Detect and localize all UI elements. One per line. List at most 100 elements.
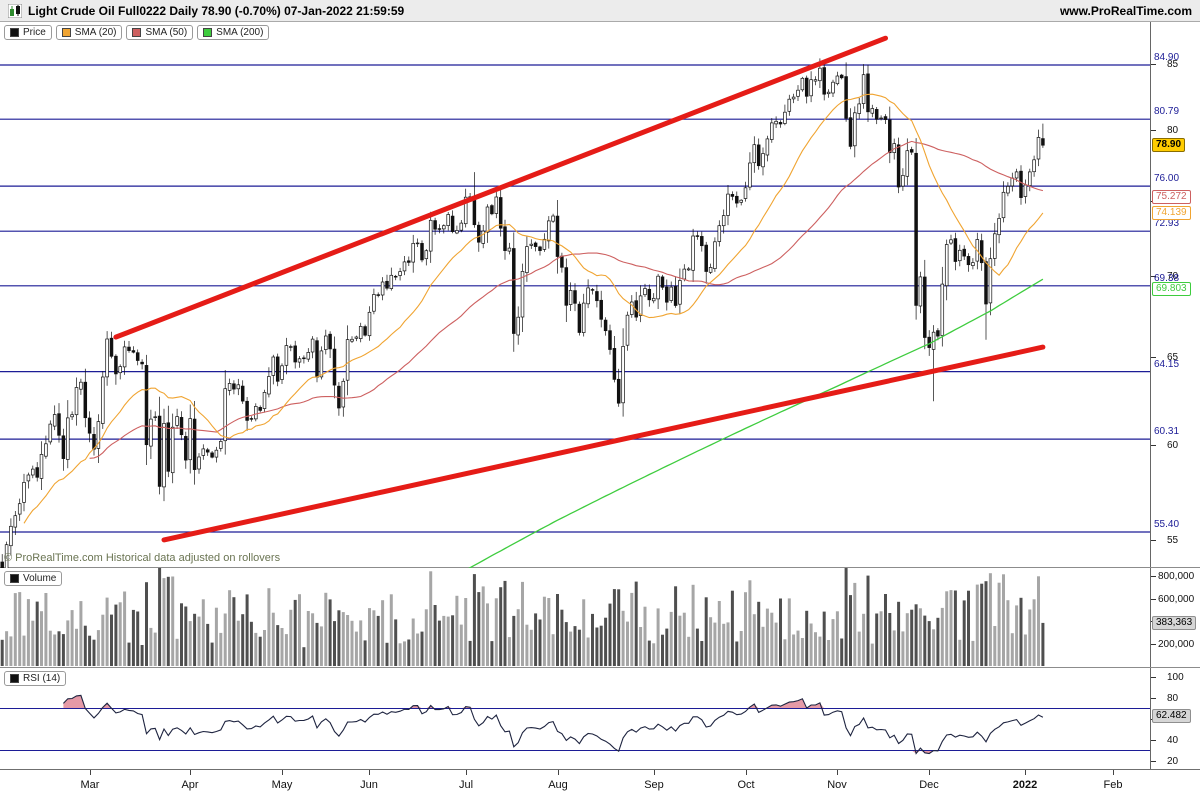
price-tick-label: 80 [1167, 124, 1179, 136]
legend-item-sma20[interactable]: SMA (20) [55, 25, 123, 40]
rsi-swatch-icon [10, 674, 19, 683]
sma20-line[interactable] [23, 93, 1044, 524]
month-tick [190, 770, 191, 775]
rsi-tick-label: 20 [1167, 756, 1179, 767]
level-price-label: 55.40 [1154, 518, 1180, 530]
sma20-swatch-icon [61, 28, 71, 37]
axis-tick [1151, 677, 1156, 678]
app-logo-icon [8, 3, 22, 18]
volume-value-label: 383,363 [1152, 615, 1197, 630]
rsi-chart-canvas[interactable] [0, 668, 1150, 770]
level-price-label: 80.79 [1154, 106, 1180, 118]
axis-tick [1151, 576, 1156, 577]
volume-tick-label: 600,000 [1158, 593, 1195, 605]
legend-item-volume[interactable]: Volume [4, 571, 63, 586]
month-tick [1113, 770, 1114, 775]
month-tick [654, 770, 655, 775]
legend-item-sma200[interactable]: SMA (200) [197, 25, 270, 40]
axis-tick [1151, 644, 1156, 645]
axis-tick [1151, 130, 1156, 131]
month-label-oct: Oct [737, 779, 755, 791]
legend-sma200-label: SMA (200) [216, 27, 264, 38]
month-tick [369, 770, 370, 775]
time-axis: Mar Apr May Jun Jul Aug Sep Oct Nov Dec 2022 Feb [0, 770, 1200, 800]
volume-swatch-icon [10, 574, 19, 583]
title-bar: Light Crude Oil Full0222 Daily 78.90 (-0… [0, 0, 1200, 22]
month-label-may: May [271, 779, 293, 791]
level-price-label: 76.00 [1154, 173, 1180, 185]
price-legend: Price SMA (20) SMA (50) SMA (200) [4, 25, 270, 40]
trendline[interactable] [113, 35, 888, 340]
candles [0, 58, 1045, 568]
price-chart-canvas[interactable] [0, 22, 1150, 568]
month-label-jul: Jul [458, 779, 474, 791]
axis-tick [1151, 740, 1156, 741]
sma50-value-label: 75.272 [1152, 189, 1191, 204]
axis-tick [1151, 276, 1156, 277]
trendline[interactable] [161, 344, 1046, 543]
rsi-overbought-fill [63, 695, 1043, 709]
sma200-swatch-icon [203, 28, 213, 37]
axis-tick [1151, 599, 1156, 600]
price-swatch-icon [10, 28, 19, 37]
volume-tick-label: 800,000 [1158, 571, 1195, 582]
axis-tick [1151, 698, 1156, 699]
month-tick [1025, 770, 1026, 775]
level-price-label: 72.93 [1154, 218, 1180, 230]
axis-tick [1151, 540, 1156, 541]
month-tick [90, 770, 91, 775]
price-tick-label: 70 [1167, 271, 1179, 283]
month-tick [558, 770, 559, 775]
rsi-tick-label: 100 [1167, 672, 1184, 683]
rsi-value-axis: 1008060402062.482 [1150, 668, 1200, 769]
price-tick-label: 85 [1167, 58, 1179, 70]
sma50-swatch-icon [132, 28, 142, 37]
month-label-sep: Sep [644, 779, 664, 791]
volume-chart-canvas[interactable] [0, 568, 1150, 668]
month-label-aug: Aug [548, 779, 568, 791]
legend-price-label: Price [23, 27, 46, 38]
month-label-apr: Apr [181, 779, 199, 791]
level-price-label: 64.15 [1154, 358, 1180, 370]
price-tick-label: 65 [1167, 352, 1179, 364]
legend-item-price[interactable]: Price [4, 25, 52, 40]
rsi-value-label: 62.482 [1152, 709, 1191, 724]
month-tick [282, 770, 283, 775]
rsi-legend: RSI (14) [4, 671, 67, 686]
month-tick [929, 770, 930, 775]
level-price-label: 60.31 [1154, 426, 1180, 438]
legend-sma20-label: SMA (20) [74, 27, 117, 38]
legend-item-sma50[interactable]: SMA (50) [126, 25, 194, 40]
site-link[interactable]: www.ProRealTime.com [1059, 3, 1192, 18]
price-tick-label: 60 [1167, 439, 1179, 451]
sma200-line[interactable] [265, 278, 1044, 568]
volume-tick-label: 200,000 [1158, 638, 1195, 650]
price-axis: 8580757065605584.9080.7976.0072.9369.386… [1150, 22, 1200, 567]
legend-item-rsi[interactable]: RSI (14) [4, 671, 67, 686]
month-tick [837, 770, 838, 775]
volume-legend: Volume [4, 571, 63, 586]
month-label-dec: Dec [919, 779, 939, 791]
level-price-label: 69.38 [1154, 272, 1180, 284]
sma20-value-label: 74.139 [1152, 206, 1191, 221]
rsi-tick-label: 80 [1167, 693, 1179, 704]
volume-bars [0, 568, 1045, 666]
month-label-feb: Feb [1103, 779, 1123, 791]
sma200-value-label: 69.803 [1152, 282, 1191, 297]
rsi-line[interactable] [63, 694, 1044, 755]
axis-tick [1151, 357, 1156, 358]
month-label-mar: Mar [80, 779, 100, 791]
chart-title: Light Crude Oil Full0222 Daily 78.90 (-0… [28, 3, 405, 18]
axis-tick [1151, 64, 1156, 65]
legend-sma50-label: SMA (50) [145, 27, 188, 38]
axis-tick [1151, 761, 1156, 762]
copyright-note: © ProRealTime.com Historical data adjust… [4, 552, 281, 564]
price-tick-label: 55 [1167, 534, 1179, 546]
volume-panel: Volume 800,000600,000400,000200,000383,3… [0, 568, 1200, 668]
volume-legend-label: Volume [23, 573, 57, 584]
sma50-line[interactable] [89, 140, 1044, 459]
last-price-label: 78.90 [1152, 138, 1186, 153]
month-label-jun: Jun [360, 779, 378, 791]
